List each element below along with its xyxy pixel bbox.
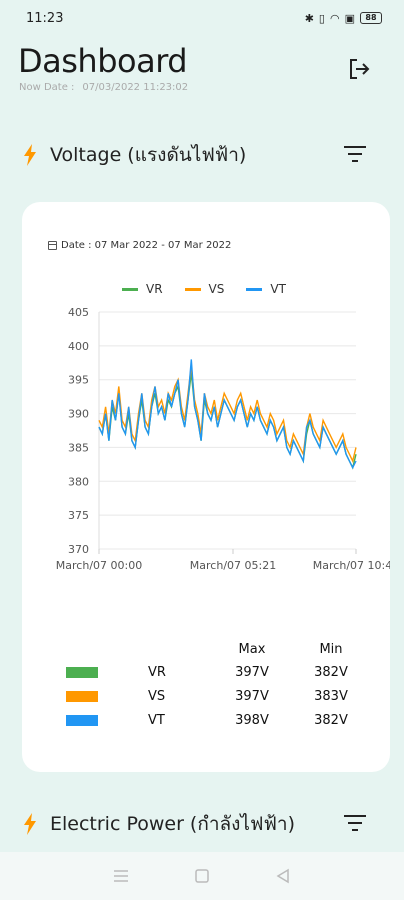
stats-row: VR 397V 382V — [66, 660, 366, 684]
bolt-icon — [24, 813, 36, 835]
now-date-value: 07/03/2022 11:23:02 — [82, 82, 189, 93]
legend-swatch — [122, 287, 138, 291]
color-swatch — [66, 714, 98, 726]
home-nav-icon[interactable] — [192, 866, 212, 886]
legend-label: VS — [208, 282, 225, 296]
x-tick-label: March/07 05:21 — [190, 559, 276, 572]
bluetooth-icon: ✱ — [304, 11, 314, 25]
power-section-title: Electric Power (กำลังไฟฟ้า) — [50, 813, 295, 835]
battery-icon: 88 — [360, 12, 382, 24]
stats-max: 398V — [235, 712, 269, 728]
stats-name: VR — [148, 664, 166, 680]
stats-min: 382V — [314, 664, 348, 680]
now-date: Now Date : 07/03/2022 11:23:02 — [19, 82, 188, 93]
y-tick-label: 405 — [68, 306, 89, 319]
stats-header: Max Min — [66, 638, 366, 660]
power-filter-icon[interactable] — [343, 813, 367, 833]
stats-min: 383V — [314, 688, 348, 704]
voltage-section-header: Voltage (แรงดันไฟฟ้า) — [22, 140, 246, 170]
status-time: 11:23 — [26, 10, 64, 26]
date-range: Date : 07 Mar 2022 - 07 Mar 2022 — [48, 240, 231, 251]
y-tick-label: 390 — [68, 408, 89, 421]
max-header: Max — [238, 641, 266, 657]
back-nav-icon[interactable] — [273, 866, 293, 886]
voltage-filter-icon[interactable] — [343, 144, 367, 164]
y-tick-label: 375 — [68, 509, 89, 522]
legend-swatch — [246, 287, 263, 291]
now-date-label: Now Date : — [19, 82, 75, 93]
stats-min: 382V — [314, 712, 348, 728]
status-icons: ✱ ▯ ◠ ▣ 88 — [305, 12, 382, 25]
bolt-icon — [24, 144, 36, 166]
calendar-icon — [48, 241, 57, 250]
vibrate-icon: ▯ — [318, 11, 325, 25]
page-title: Dashboard — [18, 42, 188, 80]
legend-item-vt: VT — [246, 282, 286, 296]
status-bar: 11:23 ✱ ▯ ◠ ▣ 88 — [0, 0, 404, 36]
x-tick-label: March/07 10:43 — [313, 559, 390, 572]
x-tick-label: March/07 00:00 — [56, 559, 142, 572]
voltage-card: Date : 07 Mar 2022 - 07 Mar 2022 VR VS VT … — [22, 202, 390, 772]
voltage-section-title: Voltage (แรงดันไฟฟ้า) — [50, 144, 247, 166]
stats-max: 397V — [235, 688, 269, 704]
wifi-icon: ◠ — [329, 11, 340, 25]
legend-swatch — [184, 287, 201, 291]
chart-legend: VR VS VT — [122, 282, 286, 296]
y-tick-label: 395 — [68, 374, 89, 387]
legend-label: VR — [146, 282, 163, 296]
date-range-text: Date : 07 Mar 2022 - 07 Mar 2022 — [61, 240, 232, 251]
battery-saver-icon: ▣ — [344, 11, 355, 25]
stats-row: VS 397V 383V — [66, 684, 366, 708]
menu-nav-icon[interactable] — [111, 866, 131, 886]
legend-item-vs: VS — [184, 282, 225, 296]
y-tick-label: 370 — [68, 543, 89, 556]
system-nav-bar — [0, 852, 404, 900]
min-header: Min — [319, 641, 343, 657]
color-swatch — [66, 690, 98, 702]
y-tick-label: 400 — [68, 340, 89, 353]
legend-item-vr: VR — [122, 282, 163, 296]
stats-table: Max Min VR 397V 382V VS 397V 383V VT 398V 382V — [66, 638, 366, 732]
series-line-vt — [98, 359, 357, 470]
color-swatch — [66, 666, 98, 678]
stats-max: 397V — [235, 664, 269, 680]
power-section-header: Electric Power (กำลังไฟฟ้า) — [22, 809, 295, 839]
voltage-chart: 405 400 395 390 385 380 375 370 March/07 00:00 Ma… — [56, 306, 390, 572]
stats-row: VT 398V 382V — [66, 708, 366, 732]
stats-name: VT — [148, 712, 165, 728]
y-tick-label: 385 — [68, 441, 89, 454]
stats-name: VS — [148, 688, 166, 704]
y-tick-label: 380 — [68, 475, 89, 488]
legend-label: VT — [270, 282, 286, 296]
logout-icon[interactable] — [346, 56, 372, 82]
